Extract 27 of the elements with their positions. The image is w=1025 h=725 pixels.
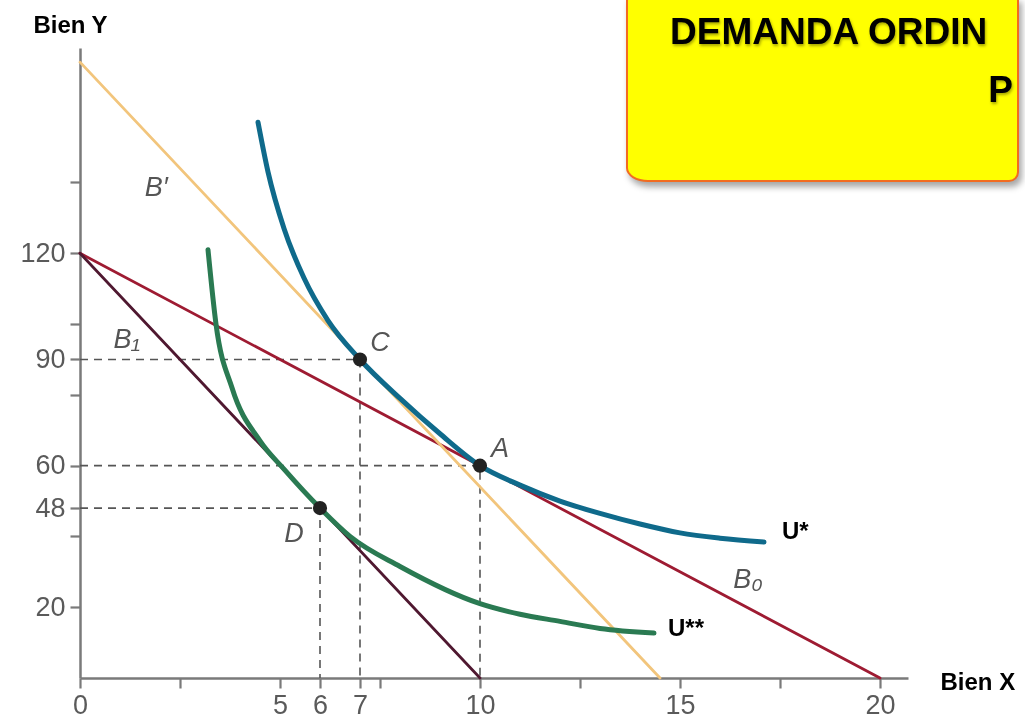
- annotation: A: [488, 432, 510, 463]
- y-tick-label: 60: [35, 450, 66, 481]
- point: [472, 458, 488, 473]
- annotation: C: [370, 327, 391, 358]
- series-label: B₁: [113, 324, 140, 355]
- x-tick-label: 7: [352, 689, 369, 720]
- x-tick-label: 5: [272, 689, 289, 720]
- point: [312, 501, 328, 516]
- series-label: B₀: [733, 563, 763, 594]
- y-tick-label: 48: [35, 492, 66, 523]
- chart-title: DEMANDA ORDIN: [670, 11, 988, 53]
- annotation: D: [284, 518, 304, 549]
- series-label: B′: [144, 171, 169, 202]
- x-tick-label: 6: [312, 689, 329, 720]
- y-tick-label: 90: [35, 343, 66, 374]
- point: [352, 352, 368, 367]
- x-tick-label: 0: [72, 689, 89, 720]
- x-tick-label: 20: [865, 689, 896, 720]
- x-tick-label: 10: [465, 689, 496, 720]
- y-tick-label: 120: [20, 237, 66, 268]
- x-tick-label: 15: [665, 689, 696, 720]
- series-label: U*: [782, 517, 810, 545]
- y-tick-label: 20: [35, 591, 66, 622]
- text: P: [988, 69, 1013, 111]
- series-label: U**: [668, 614, 705, 642]
- y-axis-title: Bien Y: [33, 10, 108, 38]
- x-axis-title: Bien X: [940, 667, 1016, 695]
